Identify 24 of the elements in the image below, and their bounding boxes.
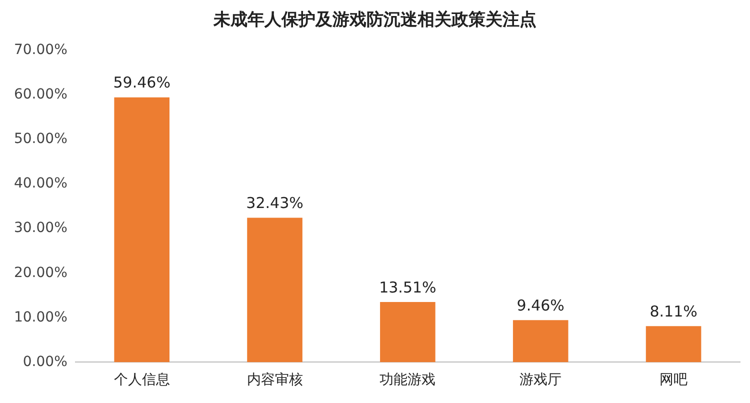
bar: [380, 302, 436, 362]
data-label: 9.46%: [516, 296, 564, 314]
y-tick-label: 20.00%: [14, 264, 68, 281]
y-tick-label: 70.00%: [14, 42, 68, 58]
bar: [646, 326, 702, 362]
bar: [512, 320, 568, 362]
data-label: 8.11%: [650, 302, 698, 320]
data-label: 13.51%: [379, 278, 436, 296]
y-tick-label: 10.00%: [14, 309, 68, 326]
x-tick-label: 游戏厅: [520, 372, 562, 388]
y-tick-label: 30.00%: [14, 220, 68, 236]
y-tick-label: 40.00%: [14, 176, 68, 192]
x-tick-label: 内容审核: [246, 372, 303, 388]
x-tick-label: 个人信息: [114, 372, 170, 388]
y-tick-label: 50.00%: [14, 131, 68, 148]
x-tick-label: 功能游戏: [380, 372, 436, 388]
chart-title: 未成年人保护及游戏防沉迷相关政策关注点: [212, 9, 538, 32]
data-label: 32.43%: [246, 194, 304, 212]
bar: [114, 97, 170, 362]
data-label: 59.46%: [113, 74, 170, 92]
y-tick-label: 60.00%: [14, 86, 68, 103]
bar: [247, 218, 302, 362]
x-tick-label: 网吧: [660, 372, 688, 388]
y-tick-label: 0.00%: [22, 354, 68, 370]
